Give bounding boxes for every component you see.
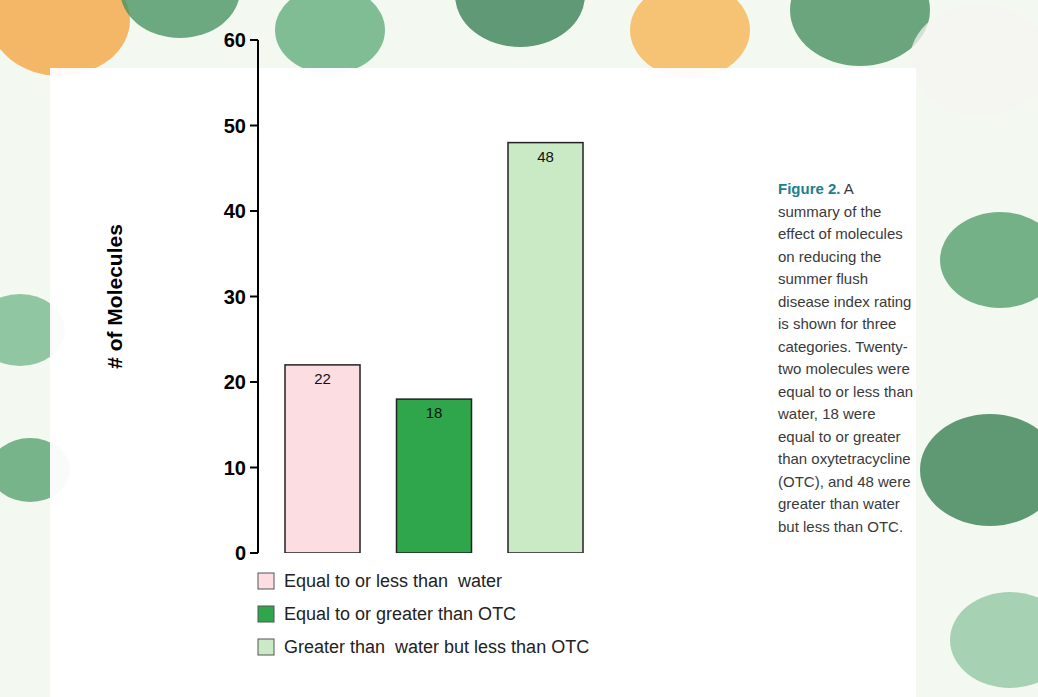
y-tick-label: 0 bbox=[235, 542, 246, 564]
y-tick bbox=[250, 210, 258, 212]
y-tick-label: 20 bbox=[224, 371, 246, 393]
background bbox=[0, 0, 1038, 697]
y-tick-label: 10 bbox=[224, 457, 246, 479]
decor bbox=[950, 592, 1038, 688]
y-tick bbox=[250, 467, 258, 469]
y-tick bbox=[250, 39, 258, 41]
decor bbox=[455, 0, 585, 47]
legend: Equal to or less than water Equal to or g… bbox=[258, 571, 589, 657]
y-tick bbox=[250, 296, 258, 298]
decor bbox=[275, 0, 385, 74]
y-tick bbox=[250, 125, 258, 127]
y-tick-label: 60 bbox=[224, 29, 246, 51]
data-label: 22 bbox=[314, 370, 331, 387]
caption-label: Figure 2. bbox=[778, 180, 841, 197]
legend-swatch bbox=[258, 639, 274, 655]
panel bbox=[50, 68, 916, 697]
decor bbox=[120, 0, 240, 38]
y-tick bbox=[250, 552, 258, 554]
legend-swatch bbox=[258, 606, 274, 622]
decor bbox=[940, 212, 1038, 308]
bar bbox=[397, 399, 472, 553]
y-tick-label: 40 bbox=[224, 200, 246, 222]
y-axis-title: # of Molecules bbox=[103, 224, 126, 369]
background-fill bbox=[0, 0, 1038, 697]
legend-label: Equal to or less than water bbox=[284, 571, 502, 591]
bar bbox=[285, 365, 360, 553]
legend-label: Equal to or greater than OTC bbox=[284, 604, 516, 624]
y-axis: 0 10 20 30 40 50 60 # of Molecules bbox=[103, 29, 258, 564]
decor bbox=[0, 0, 130, 76]
y-tick-label: 50 bbox=[224, 115, 246, 137]
data-labels: 22 18 48 bbox=[314, 148, 554, 422]
y-tick bbox=[250, 381, 258, 383]
legend-label: Greater than water but less than OTC bbox=[284, 637, 589, 657]
decor bbox=[790, 0, 930, 66]
decor bbox=[920, 414, 1038, 526]
legend-swatch bbox=[258, 573, 274, 589]
y-tick-label: 30 bbox=[224, 286, 246, 308]
bars bbox=[285, 143, 583, 553]
data-label: 18 bbox=[426, 404, 443, 421]
stage: {"chart_data": {"type": "bar", "y_label"… bbox=[0, 0, 1038, 697]
decor bbox=[630, 0, 750, 78]
decor bbox=[910, 4, 1038, 116]
caption: Figure 2. A summary of the effect of mol… bbox=[778, 178, 914, 538]
caption-text: A summary of the effect of molecules on … bbox=[778, 180, 913, 535]
data-label: 48 bbox=[537, 148, 554, 165]
bar bbox=[508, 143, 583, 553]
